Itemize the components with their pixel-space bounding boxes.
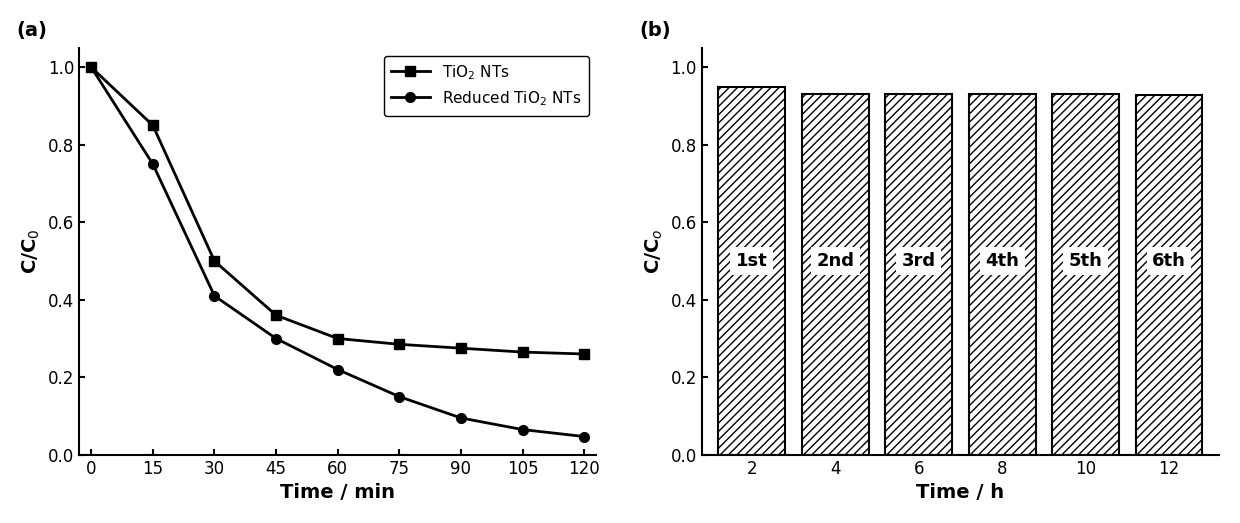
- TiO$_2$ NTs: [269, 312, 284, 319]
- Text: 5th: 5th: [1069, 252, 1102, 270]
- Reduced TiO$_2$ NTs: [392, 393, 407, 400]
- TiO$_2$ NTs: [207, 258, 222, 264]
- Text: 6th: 6th: [1152, 252, 1185, 270]
- Reduced TiO$_2$ NTs: [454, 415, 469, 421]
- TiO$_2$ NTs: [454, 345, 469, 351]
- Legend: TiO$_2$ NTs, Reduced TiO$_2$ NTs: TiO$_2$ NTs, Reduced TiO$_2$ NTs: [383, 55, 589, 116]
- Bar: [802, 94, 868, 455]
- Bar: [1136, 95, 1203, 455]
- TiO$_2$ NTs: [145, 122, 160, 129]
- Bar: [1053, 94, 1118, 455]
- TiO$_2$ NTs: [392, 341, 407, 347]
- Reduced TiO$_2$ NTs: [145, 161, 160, 167]
- Line: TiO$_2$ NTs: TiO$_2$ NTs: [87, 62, 589, 359]
- Reduced TiO$_2$ NTs: [84, 64, 99, 71]
- Reduced TiO$_2$ NTs: [269, 335, 284, 342]
- X-axis label: Time / h: Time / h: [916, 483, 1004, 502]
- TiO$_2$ NTs: [515, 349, 529, 355]
- TiO$_2$ NTs: [330, 335, 345, 342]
- Reduced TiO$_2$ NTs: [207, 293, 222, 299]
- Reduced TiO$_2$ NTs: [577, 434, 591, 440]
- Text: (b): (b): [640, 21, 671, 40]
- TiO$_2$ NTs: [84, 64, 99, 71]
- Text: (a): (a): [17, 21, 47, 40]
- Text: 3rd: 3rd: [901, 252, 936, 270]
- Bar: [718, 87, 785, 455]
- TiO$_2$ NTs: [577, 351, 591, 357]
- X-axis label: Time / min: Time / min: [280, 483, 396, 502]
- Reduced TiO$_2$ NTs: [515, 426, 529, 433]
- Bar: [885, 94, 952, 455]
- Y-axis label: C/C$_o$: C/C$_o$: [644, 229, 665, 274]
- Bar: [968, 94, 1035, 455]
- Text: 4th: 4th: [986, 252, 1019, 270]
- Reduced TiO$_2$ NTs: [330, 367, 345, 373]
- Text: 1st: 1st: [735, 252, 768, 270]
- Y-axis label: C/C$_0$: C/C$_0$: [21, 229, 42, 274]
- Line: Reduced TiO$_2$ NTs: Reduced TiO$_2$ NTs: [87, 62, 589, 441]
- Text: 2nd: 2nd: [816, 252, 854, 270]
